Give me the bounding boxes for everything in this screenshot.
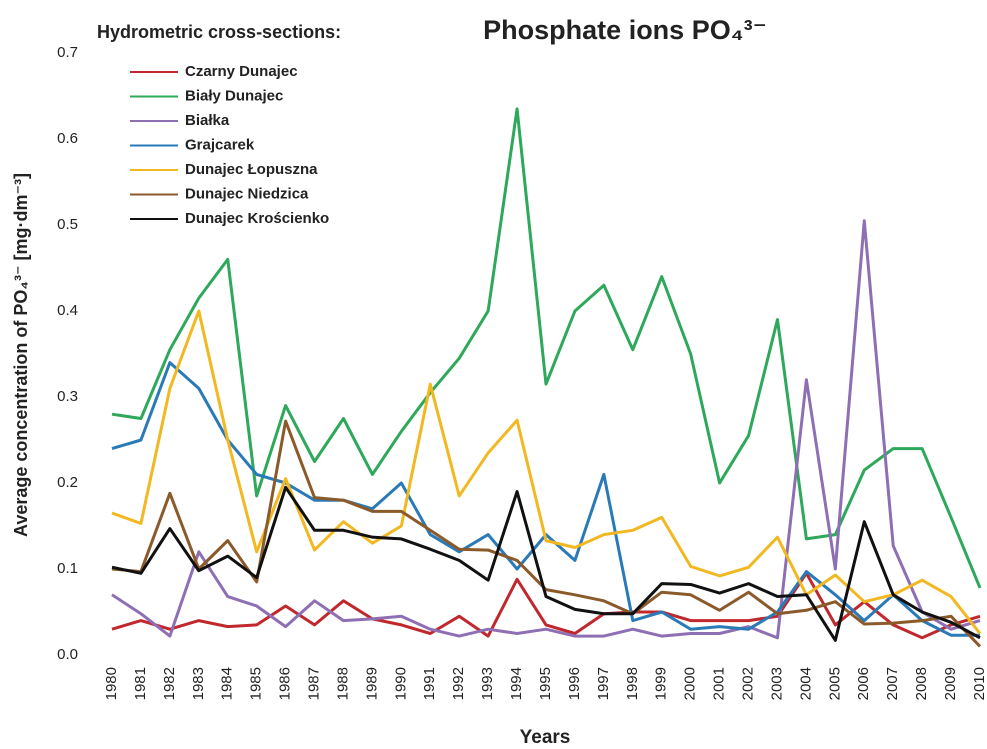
legend-label: Biały Dunajec [185, 87, 283, 104]
x-tick-label: 1997 [595, 667, 612, 700]
y-tick-label: 0.2 [57, 474, 78, 491]
x-tick-label: 2009 [942, 667, 959, 700]
x-tick-label: 1988 [334, 667, 351, 700]
legend-label: Dunajec Krościenko [185, 210, 329, 227]
y-tick-label: 0.3 [57, 388, 78, 405]
x-tick-label: 1987 [306, 667, 323, 700]
x-tick-label: 1990 [392, 667, 409, 700]
x-tick-label: 2003 [768, 667, 785, 700]
x-axis-label: Years [520, 727, 571, 748]
x-tick-label: 1999 [653, 667, 670, 700]
x-tick-label: 2008 [913, 667, 930, 700]
x-tick-label: 1982 [161, 667, 178, 700]
y-tick-label: 0.1 [57, 560, 78, 577]
x-tick-label: 2000 [682, 667, 699, 700]
series-line [111, 107, 982, 589]
series-line [111, 485, 981, 642]
x-tick-label: 1992 [450, 667, 467, 700]
series-line [111, 309, 982, 635]
x-tick-label: 1985 [248, 667, 265, 700]
x-tick-label: 1995 [537, 667, 554, 700]
legend-label: Białka [185, 112, 230, 129]
y-tick-label: 0.5 [57, 216, 78, 233]
x-tick-label: 1993 [479, 667, 496, 700]
y-tick-label: 0.7 [57, 44, 78, 61]
legend-title: Hydrometric cross-sections: [97, 22, 341, 42]
series-line [111, 571, 981, 640]
x-tick-label: 1980 [103, 667, 120, 700]
y-axis-label: Average concentration of PO₄³⁻ [mg·dm⁻³] [11, 173, 31, 537]
x-tick-label: 1994 [508, 667, 525, 700]
x-tick-label: 1998 [624, 667, 641, 700]
x-tick-label: 1981 [132, 667, 149, 700]
y-tick-label: 0.4 [57, 302, 78, 319]
y-tick-label: 0.6 [57, 130, 78, 147]
chart-title: Phosphate ions PO₄³⁻ [483, 15, 767, 45]
x-tick-label: 2007 [884, 667, 901, 700]
x-tick-label: 2006 [855, 667, 872, 700]
x-tick-label: 2004 [797, 667, 814, 700]
series-line [111, 219, 981, 640]
x-tick-label: 1989 [363, 667, 380, 700]
legend-label: Dunajec Łopuszna [185, 161, 318, 178]
x-tick-label: 1996 [566, 667, 583, 700]
legend-label: Dunajec Niedzica [185, 185, 309, 202]
y-tick-label: 0.0 [57, 646, 78, 663]
x-tick-label: 2010 [971, 667, 987, 700]
x-tick-label: 2001 [711, 667, 728, 700]
x-tick-label: 1991 [421, 667, 438, 700]
series-line [111, 419, 982, 648]
x-tick-label: 1983 [190, 667, 207, 700]
x-tick-label: 2002 [740, 667, 757, 700]
x-tick-label: 2005 [826, 667, 843, 700]
legend-label: Czarny Dunajec [185, 63, 298, 80]
x-tick-label: 1986 [277, 667, 294, 700]
legend-label: Grajcarek [185, 136, 255, 153]
x-tick-label: 1984 [219, 667, 236, 700]
